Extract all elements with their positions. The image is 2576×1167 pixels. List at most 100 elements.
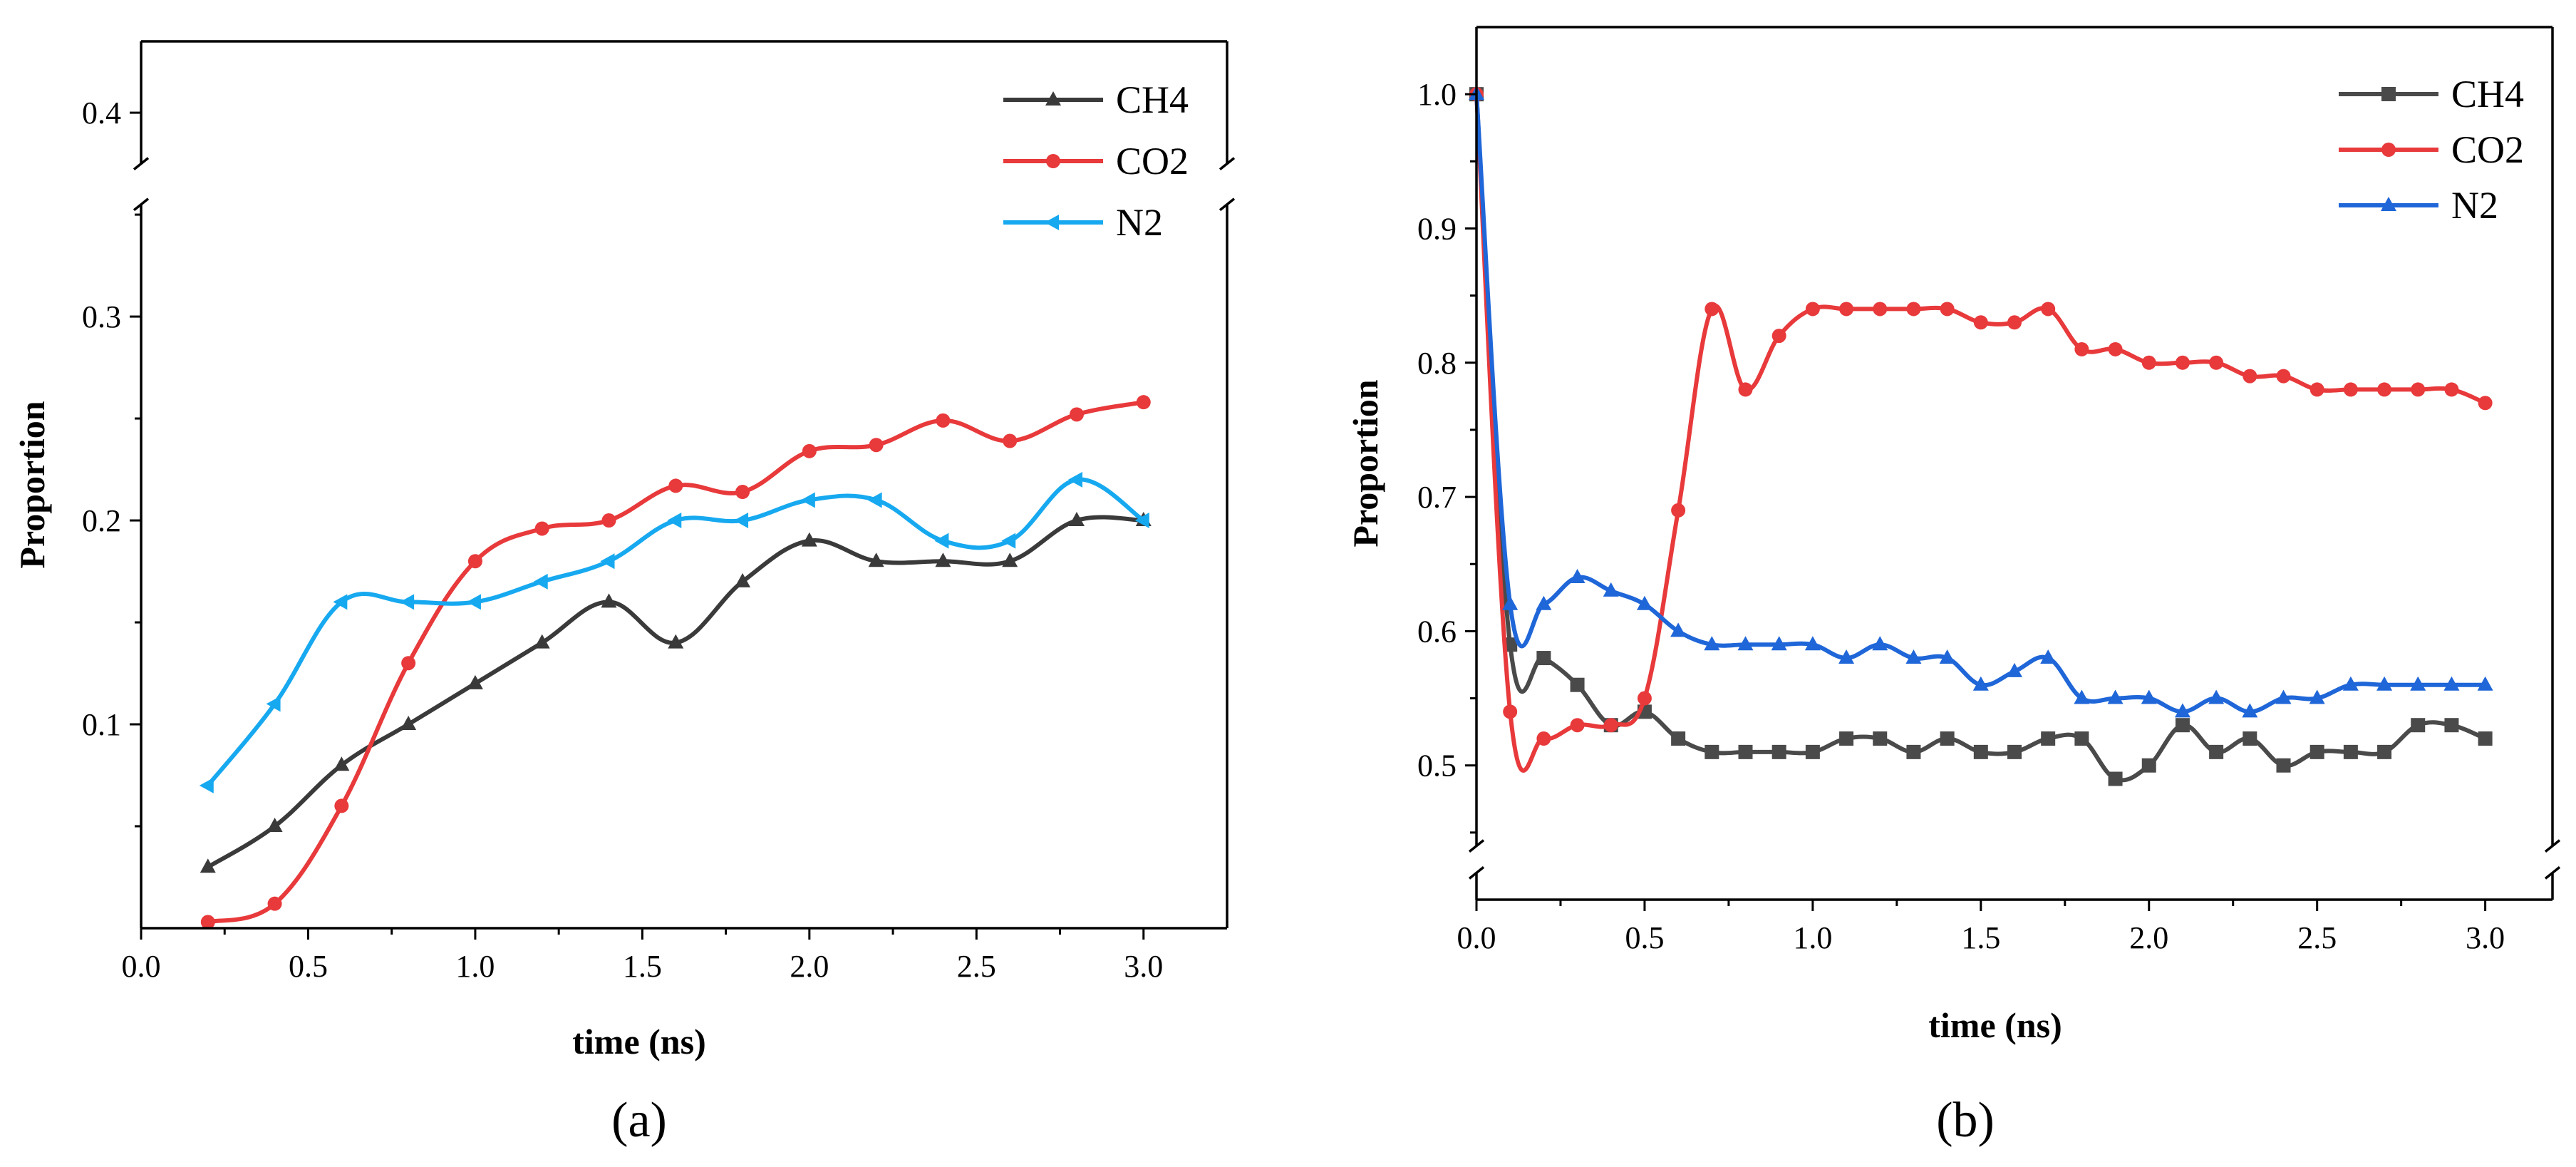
chart-b-point-ch4-3 — [1570, 677, 1585, 692]
chart-b-point-ch4-12 — [1873, 731, 1888, 746]
chart-b-point-ch4-21 — [2175, 718, 2190, 733]
chart-b-y-tick-label: 0.5 — [1417, 749, 1457, 783]
chart-b-legend-label-ch4: CH4 — [2451, 73, 2524, 115]
chart-b-legend: CH4 CO2 N2 — [2339, 73, 2524, 227]
chart-b-point-co2-8 — [1738, 382, 1753, 397]
chart-b-x-tick-label: 2.5 — [2297, 920, 2337, 955]
chart-b-point-co2-5 — [1637, 691, 1652, 706]
chart-b-y-tick-label: 0.6 — [1417, 614, 1457, 649]
chart-a-point-n2-5 — [533, 573, 548, 590]
chart-b-x-tick-label: 2.0 — [2129, 920, 2168, 955]
chart-a-point-co2-4 — [467, 554, 482, 569]
chart-b-point-n2-8 — [1737, 636, 1754, 651]
chart-b-point-n2-3 — [1569, 569, 1586, 584]
chart-panel-b: 0.0 0.5 1.0 1.5 2.0 2.5 3.00.50.60.70.80.91.0 … — [1345, 26, 2561, 1148]
chart-a-series-group — [199, 395, 1152, 930]
chart-b-point-co2-12 — [1873, 302, 1888, 317]
chart-b-point-ch4-22 — [2209, 744, 2224, 759]
chart-b-axis-break-mark — [2544, 865, 2561, 880]
chart-b-point-co2-30 — [2478, 396, 2493, 411]
chart-b-point-co2-23 — [2243, 369, 2257, 384]
chart-b-series-line-ch4 — [1474, 92, 2488, 783]
chart-b-point-n2-14 — [1939, 649, 1955, 664]
chart-b-point-n2-23 — [2242, 703, 2258, 718]
chart-a-point-n2-12 — [1001, 533, 1016, 549]
chart-b-series-line-n2 — [1474, 92, 2488, 714]
chart-b-point-co2-14 — [1940, 302, 1955, 317]
chart-b-axes: 0.0 0.5 1.0 1.5 2.0 2.5 3.0 0.5 0.6 0.7 0.8 0.9 1.0 — [1417, 26, 2561, 955]
chart-b-point-co2-27 — [2377, 382, 2392, 397]
chart-a-point-ch4-12 — [1002, 552, 1018, 567]
chart-b-point-n2-19 — [2107, 689, 2124, 704]
chart-a-point-co2-7 — [668, 478, 683, 493]
chart-a-y-tick-label: 0.3 — [82, 299, 121, 334]
chart-a-point-co2-13 — [1069, 407, 1084, 422]
chart-a-point-ch4-8 — [735, 572, 751, 587]
chart-b-point-co2-28 — [2411, 382, 2426, 397]
chart-b-point-co2-11 — [1839, 302, 1854, 317]
chart-b-legend-marker-co2 — [2381, 143, 2396, 157]
chart-a-point-n2-0 — [199, 777, 214, 793]
chart-a-point-co2-14 — [1136, 395, 1151, 410]
chart-b-point-n2-28 — [2410, 676, 2426, 691]
chart-b-point-ch4-17 — [2041, 731, 2056, 746]
chart-a-point-ch4-4 — [467, 674, 483, 689]
chart-a-point-co2-2 — [334, 798, 349, 813]
chart-b-point-n2-7 — [1704, 636, 1720, 651]
chart-a-x-tick-label: 1.0 — [455, 949, 495, 984]
chart-a-point-n2-4 — [466, 594, 481, 610]
chart-b-point-ch4-2 — [1536, 651, 1551, 666]
chart-a-y-axis-title: Proportion — [12, 401, 52, 568]
chart-b-point-co2-1 — [1503, 704, 1518, 719]
chart-b-y-tick-label: 0.8 — [1417, 346, 1457, 381]
chart-b-point-ch4-13 — [1906, 744, 1921, 759]
chart-b-point-n2-27 — [2376, 676, 2393, 691]
chart-a-x-tick-label: 0.5 — [289, 949, 328, 984]
chart-b-point-n2-12 — [1872, 636, 1888, 651]
chart-a-point-ch4-2 — [333, 756, 350, 771]
chart-b-point-n2-10 — [1804, 636, 1821, 651]
chart-a-point-co2-8 — [735, 485, 750, 500]
chart-b-legend-label-co2: CO2 — [2451, 128, 2524, 171]
chart-b-point-co2-24 — [2276, 369, 2291, 384]
chart-b-x-axis-title: time (ns) — [1928, 1005, 2062, 1045]
chart-b-legend-marker-ch4 — [2381, 87, 2396, 101]
chart-a-axis-break-mark — [133, 197, 150, 212]
chart-b-point-co2-29 — [2444, 382, 2459, 397]
chart-b-x-tick-label: 0.0 — [1457, 920, 1496, 955]
chart-a-point-n2-2 — [333, 594, 348, 610]
chart-b-point-ch4-10 — [1805, 744, 1820, 759]
chart-a-point-co2-3 — [401, 656, 416, 671]
chart-b-point-n2-9 — [1771, 636, 1787, 651]
chart-a-point-n2-7 — [667, 513, 682, 529]
chart-b-point-n2-26 — [2342, 676, 2359, 691]
chart-b-y-tick-label: 0.7 — [1417, 480, 1457, 515]
chart-b-legend-marker-n2 — [2381, 197, 2396, 211]
chart-a-legend-label-n2: N2 — [1116, 201, 1163, 244]
chart-a-series-line-n2 — [205, 477, 1146, 788]
chart-a-axis-break-mark — [1219, 157, 1236, 170]
chart-a-point-ch4-10 — [868, 552, 884, 567]
chart-b-point-n2-6 — [1670, 622, 1687, 637]
chart-b-point-n2-1 — [1502, 595, 1519, 610]
chart-b-point-co2-25 — [2309, 382, 2324, 397]
chart-a-x-tick-label: 3.0 — [1124, 949, 1163, 984]
chart-a-legend-label-ch4: CH4 — [1116, 78, 1189, 121]
chart-b-y-tick-label: 1.0 — [1417, 77, 1457, 112]
chart-a-series-line-ch4 — [205, 515, 1146, 870]
chart-b-point-ch4-15 — [1973, 744, 1988, 759]
chart-a-point-ch4-9 — [801, 532, 817, 547]
chart-b-point-co2-19 — [2108, 341, 2123, 356]
chart-b-point-co2-10 — [1805, 302, 1820, 317]
chart-b-point-co2-4 — [1603, 718, 1618, 733]
chart-a-point-n2-3 — [400, 594, 415, 610]
chart-a-point-ch4-1 — [267, 818, 283, 833]
chart-a-point-co2-10 — [869, 438, 884, 453]
chart-b-point-ch4-29 — [2444, 718, 2459, 733]
chart-b-point-n2-24 — [2275, 689, 2292, 704]
chart-b-x-tick-label: 1.5 — [1961, 920, 2000, 955]
chart-b-point-n2-16 — [2007, 662, 2022, 677]
chart-b-point-co2-26 — [2343, 382, 2358, 397]
chart-b-point-ch4-7 — [1705, 744, 1719, 759]
chart-b-point-ch4-14 — [1940, 731, 1955, 746]
